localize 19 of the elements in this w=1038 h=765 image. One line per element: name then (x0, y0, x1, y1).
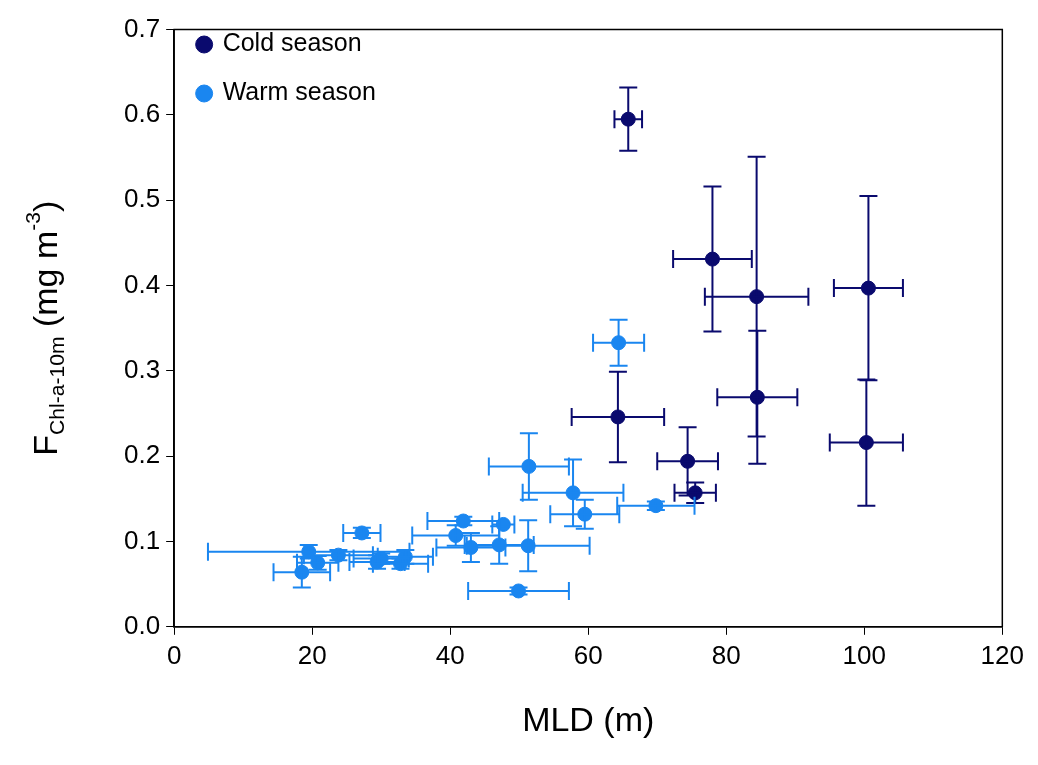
y-tick-label: 0.7 (123, 12, 161, 43)
x-tick-label: 100 (842, 639, 886, 670)
legend-label: Warm season (222, 77, 376, 106)
x-tick-label: 60 (573, 639, 603, 670)
x-axis-title: MLD (m) (522, 700, 655, 739)
y-tick-label: 0.6 (123, 98, 161, 129)
y-tick-label: 0.1 (123, 524, 161, 555)
y-tick-label: 0.2 (123, 439, 161, 470)
x-tick-label: 0 (166, 639, 182, 670)
legend-label: Cold season (222, 28, 362, 57)
y-tick-label: 0.4 (123, 268, 161, 299)
x-tick-label: 20 (297, 639, 327, 670)
y-tick-label: 0.0 (123, 609, 161, 640)
x-tick-label: 80 (711, 639, 741, 670)
y-axis-title: FChl-a-10m (mg m-3) (21, 200, 69, 456)
y-tick-label: 0.5 (123, 183, 161, 214)
x-tick-label: 120 (980, 639, 1025, 670)
x-tick-label: 40 (435, 639, 465, 670)
y-tick-label: 0.3 (123, 354, 161, 385)
